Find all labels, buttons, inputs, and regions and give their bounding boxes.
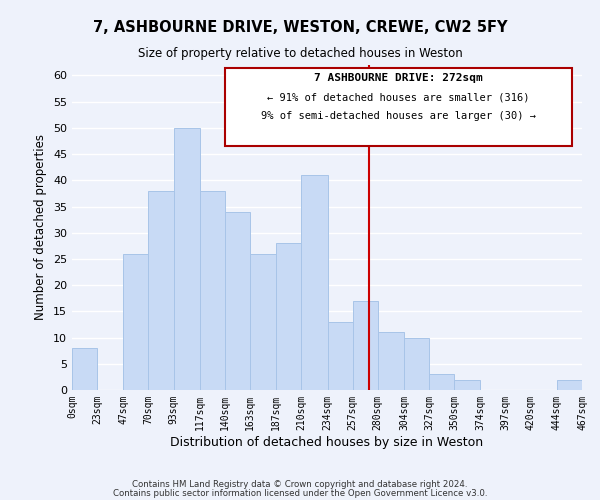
Text: Size of property relative to detached houses in Weston: Size of property relative to detached ho…: [137, 48, 463, 60]
Bar: [454, 380, 481, 390]
Text: Contains HM Land Registry data © Crown copyright and database right 2024.: Contains HM Land Registry data © Crown c…: [132, 480, 468, 489]
Bar: [353, 301, 378, 390]
Bar: [148, 191, 173, 390]
Bar: [301, 175, 328, 390]
Bar: [225, 212, 250, 390]
Bar: [173, 128, 200, 390]
Bar: [72, 348, 97, 390]
Bar: [378, 332, 404, 390]
Bar: [429, 374, 454, 390]
Text: 7 ASHBOURNE DRIVE: 272sqm: 7 ASHBOURNE DRIVE: 272sqm: [314, 73, 483, 83]
Bar: [124, 254, 148, 390]
Text: 7, ASHBOURNE DRIVE, WESTON, CREWE, CW2 5FY: 7, ASHBOURNE DRIVE, WESTON, CREWE, CW2 5…: [93, 20, 507, 35]
Bar: [557, 380, 582, 390]
Text: ← 91% of detached houses are smaller (316): ← 91% of detached houses are smaller (31…: [267, 92, 530, 102]
Text: 9% of semi-detached houses are larger (30) →: 9% of semi-detached houses are larger (3…: [261, 112, 536, 122]
Bar: [250, 254, 276, 390]
X-axis label: Distribution of detached houses by size in Weston: Distribution of detached houses by size …: [170, 436, 484, 448]
Bar: [328, 322, 353, 390]
Y-axis label: Number of detached properties: Number of detached properties: [34, 134, 47, 320]
FancyBboxPatch shape: [225, 68, 572, 146]
Bar: [276, 243, 301, 390]
Bar: [404, 338, 429, 390]
Text: Contains public sector information licensed under the Open Government Licence v3: Contains public sector information licen…: [113, 490, 487, 498]
Bar: [200, 191, 225, 390]
